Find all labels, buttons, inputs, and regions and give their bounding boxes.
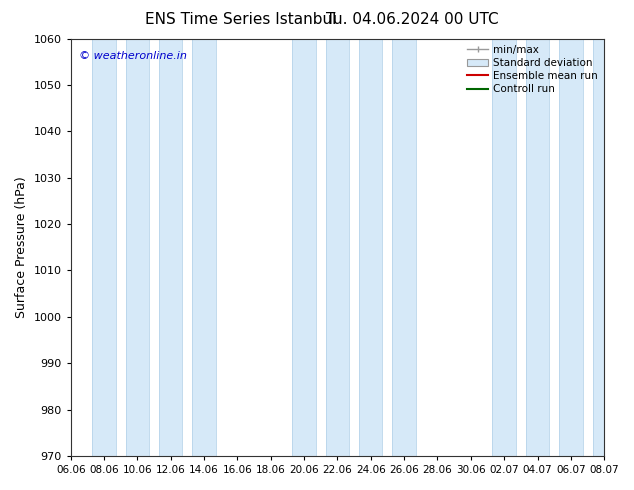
- Bar: [159, 39, 183, 456]
- Bar: [93, 39, 116, 456]
- Bar: [326, 39, 349, 456]
- Bar: [192, 39, 216, 456]
- Bar: [392, 39, 416, 456]
- Bar: [593, 39, 616, 456]
- Text: Tu. 04.06.2024 00 UTC: Tu. 04.06.2024 00 UTC: [326, 12, 498, 27]
- Y-axis label: Surface Pressure (hPa): Surface Pressure (hPa): [15, 176, 28, 318]
- Bar: [559, 39, 583, 456]
- Legend: min/max, Standard deviation, Ensemble mean run, Controll run: min/max, Standard deviation, Ensemble me…: [463, 41, 602, 98]
- Bar: [359, 39, 382, 456]
- Bar: [526, 39, 549, 456]
- Bar: [126, 39, 149, 456]
- Text: ENS Time Series Istanbul: ENS Time Series Istanbul: [145, 12, 337, 27]
- Bar: [493, 39, 516, 456]
- Text: © weatheronline.in: © weatheronline.in: [79, 51, 186, 61]
- Bar: [292, 39, 316, 456]
